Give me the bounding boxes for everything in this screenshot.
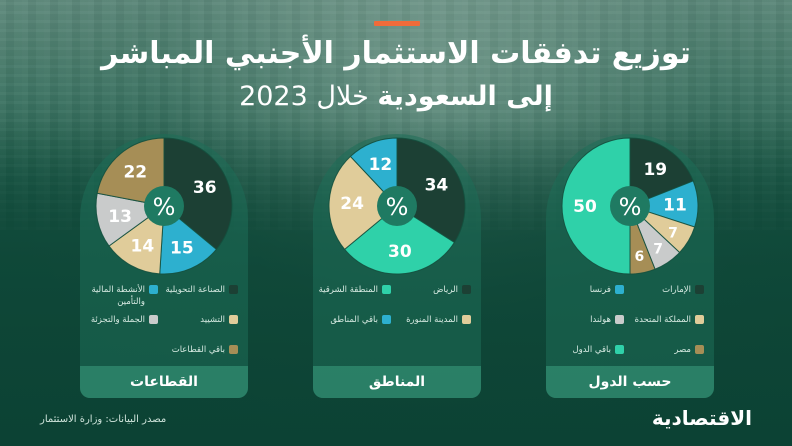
pie-slice xyxy=(108,204,165,275)
legend-item: التشييد xyxy=(200,314,238,326)
legend-label: المنطقة الشرقية xyxy=(318,285,378,295)
legend-label: هولندا xyxy=(590,315,611,325)
pie-slice xyxy=(96,137,165,207)
legend-label: التشييد xyxy=(200,315,225,325)
legend-label: الأنشطة المالية والتأمين xyxy=(91,285,145,307)
legend-label: باقي الدول xyxy=(572,345,612,355)
pie-slice-value-label: 12 xyxy=(369,155,393,175)
legend-label: فرنسا xyxy=(589,285,611,295)
pie-slice xyxy=(343,205,456,275)
legend-swatch xyxy=(382,315,391,324)
legend-label: المدينة المنورة xyxy=(406,315,458,325)
title-accent-bar xyxy=(374,21,420,26)
countries-legend: الإمارات فرنسا المملكة المتحدة هولندا مصر باق… xyxy=(550,284,710,364)
data-source: مصدر البيانات: وزارة الاستثمار xyxy=(40,414,167,425)
regions-legend: الرياض المنطقة الشرقية المدينة المنورة باقي… xyxy=(317,284,477,364)
pie-slice xyxy=(629,137,694,207)
pie-slice xyxy=(328,155,398,251)
subtitle-main: إلى السعودية xyxy=(377,81,553,112)
pie-slice-value-label: 24 xyxy=(340,194,364,214)
legend-label: باقي المناطق xyxy=(330,315,378,325)
pie-slice-value-label: 34 xyxy=(425,175,449,195)
pie-slice-value-label: 6 xyxy=(634,249,644,265)
sectors-pie-chart: 36 15 14 13 22% xyxy=(95,137,233,275)
pie-center-percent-symbol: % xyxy=(153,193,176,221)
pie-slice-value-label: 50 xyxy=(573,197,597,217)
legend-swatch xyxy=(229,315,238,324)
legend-swatch xyxy=(695,315,704,324)
legend-swatch xyxy=(695,285,704,294)
legend-swatch xyxy=(615,315,624,324)
legend-swatch xyxy=(615,285,624,294)
legend-item: فرنسا xyxy=(590,284,624,296)
pie-slice-value-label: 7 xyxy=(668,225,678,241)
legend-item: باقي الدول xyxy=(572,344,624,356)
regions-card: 34 30 24 12% الرياض المنطقة الشرقية المدينة ا… xyxy=(313,134,481,398)
legend-swatch xyxy=(382,285,391,294)
legend-item: المدينة المنورة xyxy=(406,314,471,326)
legend-item: الرياض xyxy=(433,284,471,296)
pie-slice-value-label: 11 xyxy=(663,196,687,216)
countries-card: 19 11 7 7 6 50% الإمارات فرنسا المملكة المتحدة ه… xyxy=(546,134,714,398)
legend-swatch xyxy=(462,315,471,324)
legend-item: هولندا xyxy=(590,314,624,326)
legend-swatch xyxy=(229,285,238,294)
legend-label: الجملة والتجزئة xyxy=(90,315,145,325)
pie-center xyxy=(377,186,417,226)
legend-swatch xyxy=(462,285,471,294)
page-subtitle: إلى السعودية خلال 2023 xyxy=(40,80,752,114)
legend-item: باقي المناطق xyxy=(330,314,391,326)
legend-label: الرياض xyxy=(433,285,458,295)
publisher-logo: الاقتصادية xyxy=(651,406,752,430)
legend-label: المملكة المتحدة xyxy=(634,315,691,325)
legend-label: الإمارات xyxy=(662,285,691,295)
legend-item: الإمارات xyxy=(662,284,704,296)
legend-item: المملكة المتحدة xyxy=(635,314,704,326)
subtitle-year: خلال 2023 xyxy=(239,81,369,112)
pie-slice xyxy=(163,137,233,251)
legend-swatch xyxy=(229,345,238,354)
legend-label: باقي القطاعات xyxy=(171,345,225,355)
page-title: توزيع تدفقات الاستثمار الأجنبي المباشر xyxy=(101,36,691,71)
pie-slice-value-label: 15 xyxy=(170,238,194,258)
regions-card-label: المناطق xyxy=(313,366,481,398)
legend-swatch xyxy=(615,345,624,354)
legend-item: مصر xyxy=(674,344,704,356)
countries-card-label: حسب الدول xyxy=(546,366,714,398)
pie-slice-value-label: 19 xyxy=(643,160,667,180)
pie-slice-value-label: 36 xyxy=(193,178,217,198)
legend-swatch xyxy=(695,345,704,354)
pie-slice-value-label: 30 xyxy=(388,242,412,262)
legend-item: الأنشطة المالية والتأمين xyxy=(84,284,158,308)
pie-center-percent-symbol: % xyxy=(619,193,642,221)
pie-center-percent-symbol: % xyxy=(386,193,409,221)
pie-slice-value-label: 22 xyxy=(123,162,147,182)
sectors-card-label: القطاعات xyxy=(80,366,248,398)
legend-item: الصناعة التحويلية xyxy=(165,284,238,296)
pie-slice-value-label: 13 xyxy=(108,207,132,227)
pie-slice-value-label: 14 xyxy=(130,236,154,256)
legend-swatch xyxy=(149,285,158,294)
pie-center xyxy=(144,186,184,226)
legend-swatch xyxy=(149,315,158,324)
legend-label: الصناعة التحويلية xyxy=(165,285,225,295)
pie-slice xyxy=(349,137,398,208)
sectors-legend: الصناعة التحويلية الأنشطة المالية والتأمي… xyxy=(84,284,244,364)
pie-slice xyxy=(561,137,631,275)
legend-item: باقي القطاعات xyxy=(172,344,238,356)
legend-item: المنطقة الشرقية xyxy=(319,284,391,296)
legend-label: مصر xyxy=(674,345,691,355)
pie-center xyxy=(610,186,650,226)
sectors-card: 36 15 14 13 22% الصناعة التحويلية الأنشطة الم… xyxy=(80,134,248,398)
legend-item: الجملة والتجزئة xyxy=(91,314,158,326)
pie-slice-value-label: 7 xyxy=(653,241,663,257)
